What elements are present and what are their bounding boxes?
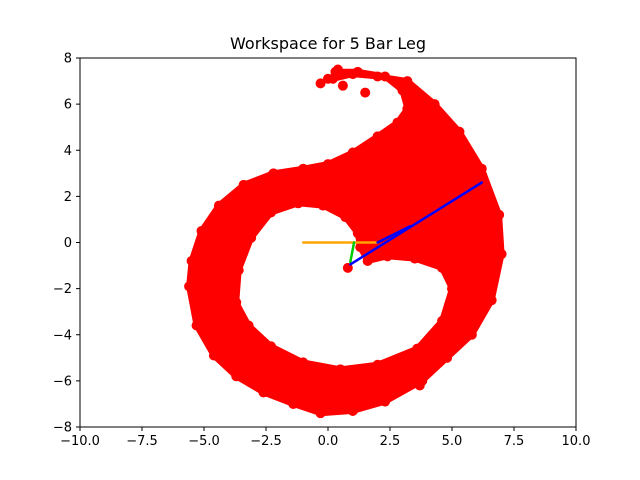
- x-tick-label: −10.0: [60, 434, 100, 449]
- workspace-point: [486, 295, 497, 306]
- y-tick-label: −8: [53, 421, 72, 436]
- workspace-point: [352, 228, 363, 239]
- y-tick-label: −2: [53, 282, 72, 297]
- workspace-point: [246, 232, 257, 243]
- x-tick-label: −2.5: [250, 434, 282, 449]
- workspace-point: [315, 78, 326, 89]
- workspace-point: [298, 163, 309, 174]
- workspace-point: [414, 380, 425, 391]
- workspace-point: [380, 396, 391, 407]
- workspace-point: [442, 352, 453, 363]
- workspace-point: [409, 253, 420, 264]
- workspace-point: [196, 225, 207, 236]
- axes-frame: [79, 57, 577, 428]
- workspace-point: [392, 117, 403, 128]
- workspace-point: [335, 364, 346, 375]
- workspace-point: [288, 398, 299, 409]
- workspace-point: [402, 76, 413, 87]
- workspace-point: [447, 283, 457, 294]
- workspace-point: [494, 209, 505, 220]
- workspace-point: [380, 71, 391, 82]
- workspace-point: [372, 131, 383, 142]
- chart-title: Workspace for 5 Bar Leg: [230, 34, 426, 53]
- workspace-point: [466, 329, 477, 340]
- workspace-point: [318, 405, 329, 416]
- workspace-point: [191, 320, 202, 331]
- y-tick-label: 8: [64, 52, 72, 67]
- leg-link-line: [349, 181, 484, 266]
- workspace-point: [332, 64, 343, 75]
- workspace-point: [258, 387, 269, 398]
- workspace-point: [412, 343, 423, 354]
- y-axis: −8 −6 −4 −2 0 2 4 6 8: [53, 52, 80, 436]
- workspace-point: [360, 87, 371, 98]
- workspace-point: [231, 371, 242, 382]
- workspace-point: [298, 357, 309, 368]
- workspace-point: [265, 341, 276, 352]
- workspace-point: [243, 320, 254, 331]
- y-tick-label: −6: [53, 374, 72, 389]
- x-tick-label: −7.5: [126, 434, 158, 449]
- workspace-point: [372, 359, 383, 370]
- workspace-point: [213, 200, 224, 211]
- y-tick-label: 6: [64, 98, 72, 113]
- workspace-point: [382, 251, 393, 262]
- workspace-point: [184, 281, 195, 292]
- workspace-point: [355, 242, 366, 253]
- workspace-point: [231, 297, 242, 308]
- x-tick-label: 7.5: [504, 434, 525, 449]
- workspace-point: [265, 207, 276, 218]
- workspace-point: [323, 73, 333, 84]
- workspace-point: [496, 249, 507, 260]
- x-tick-label: 5.0: [442, 434, 463, 449]
- x-tick-label: 0.0: [318, 434, 339, 449]
- workspace-point: [208, 350, 219, 361]
- leg-link-line: [349, 241, 356, 264]
- y-tick-label: −4: [53, 328, 72, 343]
- plot-area: [184, 64, 507, 419]
- workspace-point: [362, 255, 373, 266]
- workspace-point: [347, 147, 358, 158]
- x-axis: −10.0 −7.5 −5.0 −2.5 0.0 2.5 5.0 7.5 10.0: [60, 427, 590, 449]
- workspace-point: [233, 265, 244, 276]
- workspace-point: [402, 103, 413, 114]
- workspace-point: [293, 198, 304, 209]
- workspace-point: [397, 85, 408, 96]
- workspace-point: [437, 315, 448, 326]
- workspace-point: [432, 352, 443, 363]
- leg-link-line: [376, 225, 412, 244]
- workspace-point: [437, 262, 448, 273]
- workspace-point: [429, 99, 440, 110]
- x-tick-label: 10.0: [562, 434, 591, 449]
- workspace-point: [337, 80, 348, 91]
- workspace-point: [318, 200, 329, 211]
- workspace-point: [323, 159, 333, 170]
- x-tick-label: 2.5: [380, 434, 401, 449]
- workspace-point: [476, 163, 487, 174]
- workspace-point: [268, 168, 279, 179]
- workspace-point: [186, 255, 197, 266]
- workspace-point: [454, 126, 465, 137]
- workspace-point: [347, 405, 358, 416]
- y-tick-label: 0: [64, 236, 72, 251]
- workspace-point: [372, 71, 383, 82]
- workspace-point: [238, 179, 249, 190]
- y-tick-label: 2: [64, 190, 72, 205]
- workspace-point: [340, 212, 351, 223]
- y-tick-label: 4: [64, 144, 72, 159]
- workspace-point: [347, 69, 358, 80]
- x-tick-label: −5.0: [188, 434, 220, 449]
